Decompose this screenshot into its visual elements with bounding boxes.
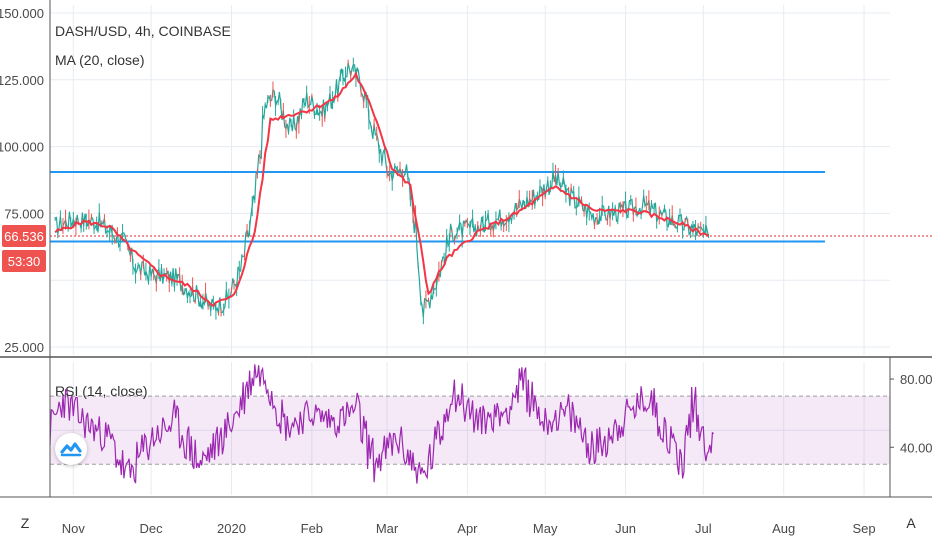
- symbol-legend: DASH/USD, 4h, COINBASE: [55, 23, 231, 39]
- logo-glyph: [60, 442, 82, 457]
- ma-legend: MA (20, close): [55, 52, 144, 68]
- rsi-series-line: [49, 364, 715, 484]
- rsi-grid: [50, 362, 890, 495]
- x-tick-label: May: [533, 521, 558, 536]
- zoom-reset-button[interactable]: Z: [20, 515, 30, 531]
- countdown-label: 53:30: [8, 254, 41, 269]
- countdown-tag: [2, 250, 46, 273]
- x-tick-label: Dec: [140, 521, 164, 536]
- price-tags: 66.536 53:30: [2, 225, 46, 273]
- horizontal-lines: [50, 170, 932, 243]
- x-tick-label: Feb: [301, 521, 323, 536]
- x-tick-label: Nov: [62, 521, 86, 536]
- y-tick-label: 75.000: [4, 206, 44, 221]
- auto-scale-button[interactable]: A: [906, 515, 916, 531]
- price-layer: [54, 57, 710, 325]
- last-price-tag: [2, 225, 46, 248]
- rsi-band: [50, 395, 890, 465]
- axes: Nov Dec 2020 Feb Mar Apr May Jun Jul Aug Sep 150.00…: [0, 0, 932, 536]
- rsi-band-fill: [50, 396, 890, 465]
- rsi-layer: [49, 364, 715, 484]
- y-tick-label: 100.000: [0, 140, 44, 155]
- y-tick-label: 25.000: [4, 340, 44, 355]
- last-price-label: 66.536: [4, 229, 44, 244]
- tradingview-logo-icon[interactable]: [55, 433, 87, 465]
- rsi-y-tick-label: 40.00: [900, 440, 932, 455]
- rsi-legend: RSI (14, close): [55, 383, 148, 399]
- ma-layer: [54, 71, 710, 308]
- rsi-y-tick-label: 80.00: [900, 372, 932, 387]
- x-tick-label: Aug: [772, 521, 795, 536]
- price-wicks: [54, 57, 710, 325]
- x-tick-label: Jun: [615, 521, 636, 536]
- x-tick-label: Sep: [853, 521, 876, 536]
- x-tick-label: Mar: [376, 521, 399, 536]
- y-tick-label: 125.000: [0, 73, 44, 88]
- y-tick-label: 150.000: [0, 6, 44, 21]
- x-tick-label: 2020: [217, 521, 246, 536]
- x-tick-label: Jul: [695, 521, 712, 536]
- main-grid: [50, 5, 890, 355]
- x-tick-label: Apr: [457, 521, 478, 536]
- price-series-line: [54, 62, 710, 318]
- ma-series-line: [54, 71, 710, 308]
